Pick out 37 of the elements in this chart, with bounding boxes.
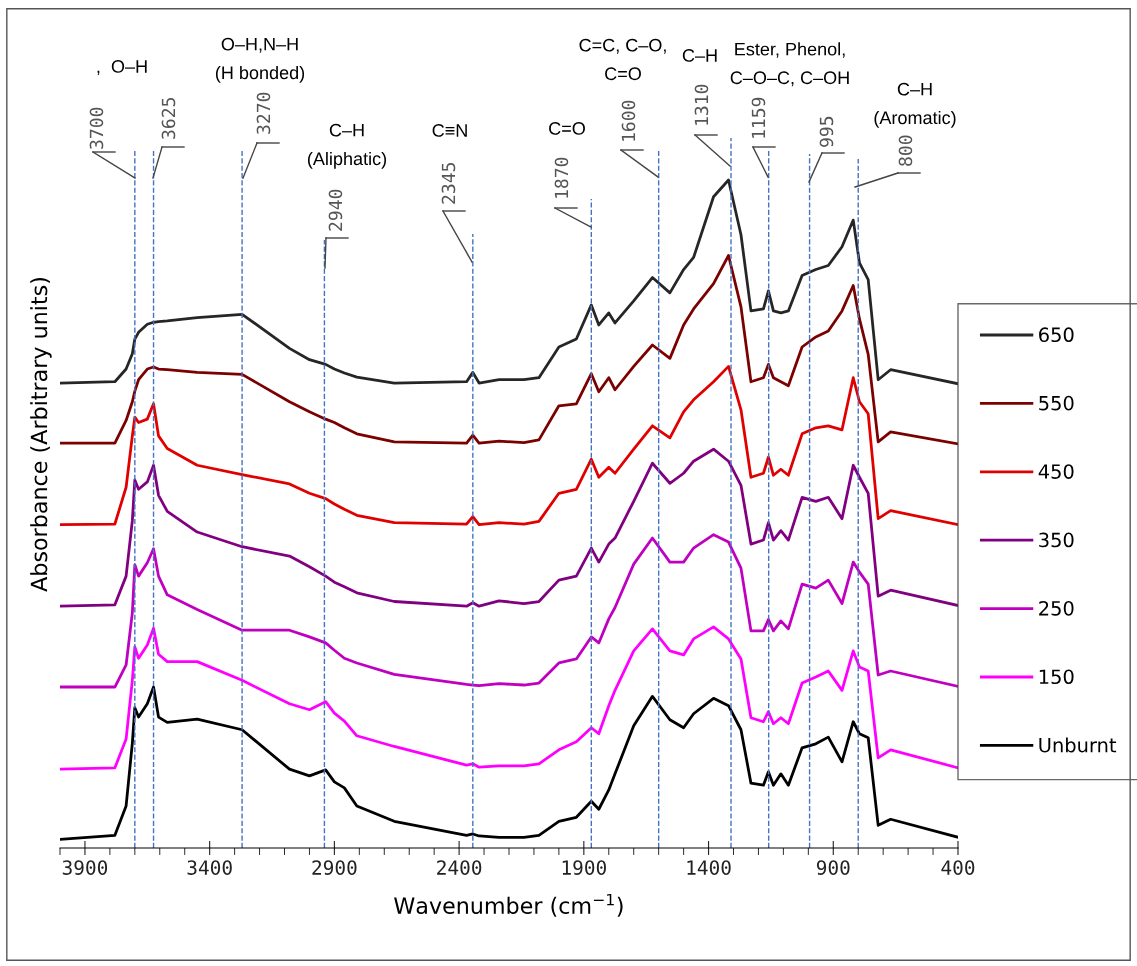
ref-line-label: 1600: [621, 100, 636, 141]
text: Ester, Phenol, C–O–C, C–OH: [730, 42, 849, 87]
ref-line-label: 3700: [89, 107, 104, 149]
ref-line-label: 1310: [694, 84, 709, 125]
ref-line-label: 1870: [554, 157, 569, 198]
text: C–H: [682, 49, 717, 62]
legend-label: 250: [1039, 600, 1074, 616]
y-axis-title: Absorbance (Arbitrary units): [30, 278, 52, 592]
legend-label: 550: [1039, 395, 1074, 411]
text: C–H (Aromatic): [874, 82, 956, 128]
x-tick-label: 1400: [687, 860, 731, 875]
legend-label: 350: [1039, 532, 1074, 548]
x-tick-label: 2400: [437, 860, 482, 875]
x-axis-title: Wavenumber (cm$^{−1}$): [394, 893, 623, 917]
ref-line-label: 800: [898, 135, 913, 166]
ref-line-label: 2940: [328, 189, 343, 231]
ref-line-label: 1159: [751, 97, 766, 138]
text: O–H,N–H (H bonded): [215, 37, 305, 83]
ref-line-label: 3625: [161, 97, 176, 139]
legend-label: Unburnt: [1039, 737, 1117, 753]
x-tick-label: 3900: [62, 860, 108, 875]
legend-label: 450: [1038, 464, 1074, 479]
ref-line-label: 3270: [256, 92, 271, 134]
legend-label: 150: [1039, 669, 1074, 685]
x-tick-label: 2900: [312, 860, 357, 875]
text: C=C, C–O, C=O: [579, 38, 666, 81]
x-tick-label: 3400: [187, 860, 232, 875]
x-tick-label: 1900: [562, 860, 606, 875]
ref-line-label: 2345: [441, 162, 456, 204]
text: C≡N: [432, 124, 467, 137]
x-tick-label: 400: [941, 860, 975, 875]
ref-line-label: 995: [819, 116, 834, 147]
text: C–H (Aliphatic): [307, 123, 387, 169]
legend-label: 650: [1039, 327, 1074, 343]
text: C=O: [549, 122, 585, 135]
text: , O–H: [97, 60, 147, 75]
x-tick-label: 900: [816, 860, 850, 875]
